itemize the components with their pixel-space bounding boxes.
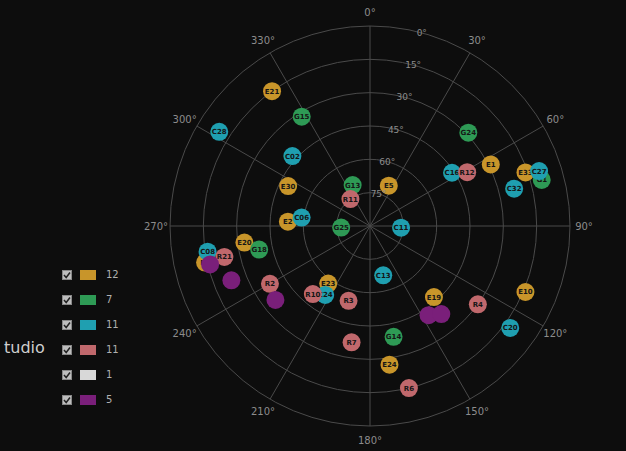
html-text:12: 12 <box>106 269 119 280</box>
svg-text:E30: E30 <box>281 183 296 191</box>
svg-text:60°: 60° <box>546 114 564 125</box>
svg-text:R10: R10 <box>305 291 320 299</box>
svg-text:R3: R3 <box>343 297 353 305</box>
svg-text:300°: 300° <box>173 114 197 125</box>
svg-text:E19: E19 <box>427 294 442 302</box>
svg-text:R11: R11 <box>343 196 358 204</box>
svg-text:30°: 30° <box>397 92 413 102</box>
svg-text:45°: 45° <box>388 125 404 135</box>
svg-text:270°: 270° <box>144 221 168 232</box>
svg-text:210°: 210° <box>251 406 275 417</box>
svg-text:C08: C08 <box>200 248 215 256</box>
svg-text:90°: 90° <box>575 221 593 232</box>
html-text:11: 11 <box>106 344 119 355</box>
svg-text:C32: C32 <box>507 185 522 193</box>
svg-text:R4: R4 <box>473 301 483 309</box>
svg-text:60°: 60° <box>379 157 395 167</box>
html-text:tudio: tudio <box>4 338 45 357</box>
svg-text:C02: C02 <box>285 153 300 161</box>
svg-text:R21: R21 <box>217 253 232 261</box>
svg-text:E33: E33 <box>518 169 533 177</box>
svg-text:0°: 0° <box>417 28 427 38</box>
svg-text:120°: 120° <box>543 328 567 339</box>
svg-text:E20: E20 <box>237 239 252 247</box>
svg-text:R7: R7 <box>346 339 356 347</box>
svg-text:C28: C28 <box>212 128 227 136</box>
svg-text:G24: G24 <box>461 129 477 137</box>
html-text:11: 11 <box>106 319 119 330</box>
svg-text:C06: C06 <box>294 214 309 222</box>
svg-text:G14: G14 <box>386 333 402 341</box>
svg-text:G1: G1 <box>536 176 547 185</box>
svg-text:0°: 0° <box>364 7 375 18</box>
svg-text:15°: 15° <box>405 60 421 70</box>
svg-text:C11: C11 <box>394 224 409 232</box>
svg-text:R6: R6 <box>404 385 414 393</box>
html-text:1: 1 <box>106 369 113 380</box>
svg-text:G15: G15 <box>294 113 310 121</box>
html-text:7: 7 <box>106 294 113 305</box>
svg-text:E23: E23 <box>320 280 336 288</box>
html-text:5: 5 <box>106 394 113 405</box>
svg-text:C13: C13 <box>376 272 391 280</box>
svg-text:G18: G18 <box>251 246 267 254</box>
svg-text:G13: G13 <box>345 182 361 190</box>
svg-text:E21: E21 <box>265 88 280 96</box>
svg-text:330°: 330° <box>251 35 275 46</box>
svg-text:30°: 30° <box>468 35 486 46</box>
svg-text:C16: C16 <box>445 169 460 177</box>
svg-text:C24: C24 <box>317 291 333 300</box>
svg-text:R12: R12 <box>460 169 475 177</box>
svg-text:150°: 150° <box>465 406 489 417</box>
svg-text:E1: E1 <box>486 161 496 169</box>
svg-text:75°: 75° <box>371 189 387 199</box>
svg-text:180°: 180° <box>358 435 382 446</box>
svg-text:E10: E10 <box>518 288 533 296</box>
svg-text:C20: C20 <box>503 324 518 332</box>
svg-text:240°: 240° <box>173 328 197 339</box>
svg-text:C27: C27 <box>532 168 547 176</box>
svg-text:E24: E24 <box>382 361 397 369</box>
svg-text:E2: E2 <box>283 218 293 226</box>
svg-text:R2: R2 <box>265 280 275 288</box>
svg-text:E5: E5 <box>384 182 394 191</box>
svg-text:G25: G25 <box>333 224 349 232</box>
